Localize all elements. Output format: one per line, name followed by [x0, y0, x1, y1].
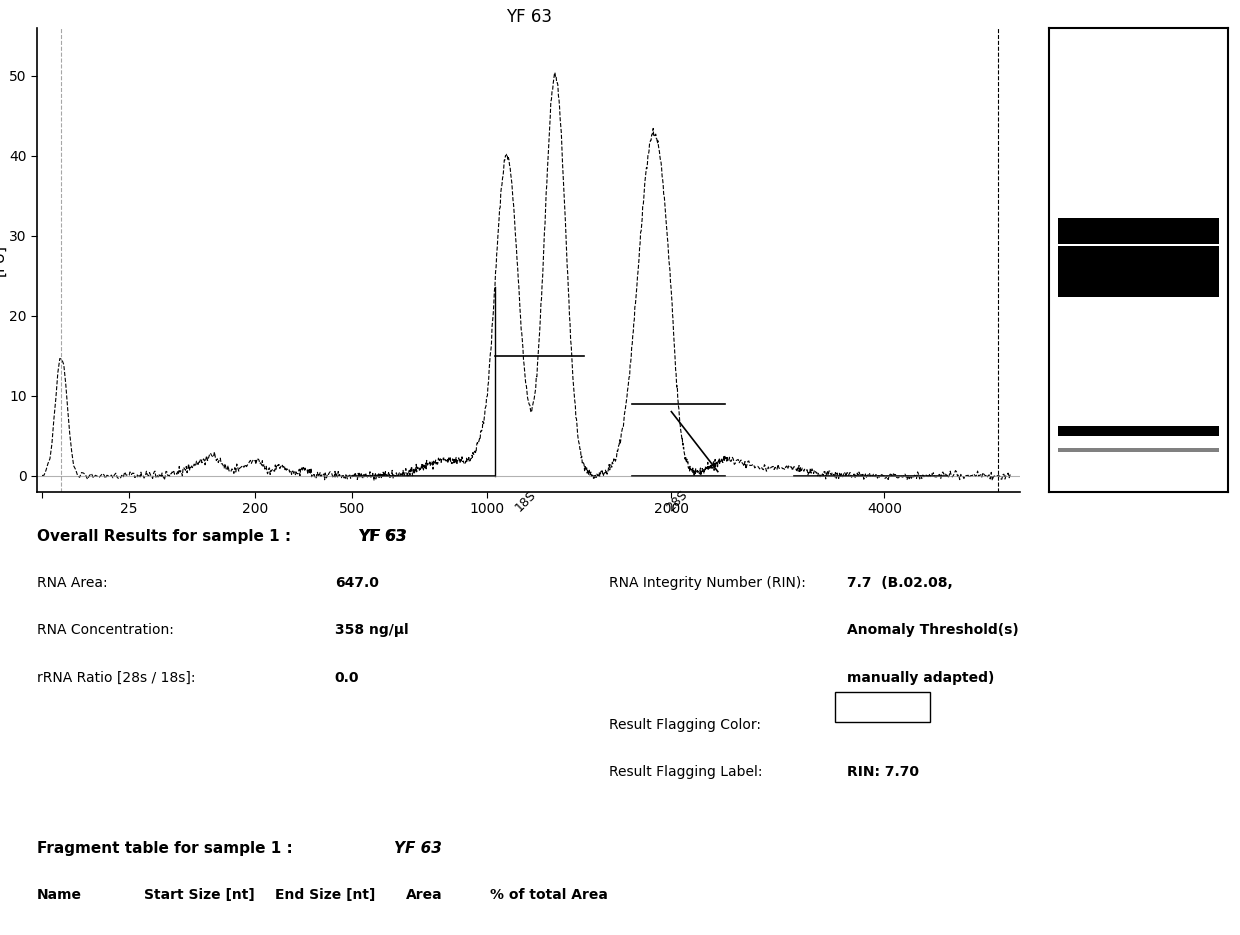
Bar — [1058, 425, 1219, 436]
Text: Result Flagging Color:: Result Flagging Color: — [609, 718, 760, 732]
Text: rRNA Ratio [28s / 18s]:: rRNA Ratio [28s / 18s]: — [37, 670, 196, 684]
Bar — [1058, 218, 1219, 244]
Text: 28S: 28S — [665, 487, 691, 513]
Text: 647.0: 647.0 — [335, 576, 378, 590]
Text: Start Size [nt]: Start Size [nt] — [144, 888, 255, 902]
Text: 358 ng/µl: 358 ng/µl — [335, 624, 408, 638]
Text: RNA Concentration:: RNA Concentration: — [37, 624, 174, 638]
Text: % of total Area: % of total Area — [490, 888, 608, 902]
Text: 0.0: 0.0 — [335, 670, 360, 684]
Text: End Size [nt]: End Size [nt] — [275, 888, 376, 902]
Text: Fragment table for sample 1 :: Fragment table for sample 1 : — [37, 841, 293, 856]
Title: YF 63: YF 63 — [506, 8, 552, 26]
Text: Anomaly Threshold(s): Anomaly Threshold(s) — [847, 624, 1018, 638]
Text: Overall Results for sample 1 :: Overall Results for sample 1 : — [37, 528, 291, 544]
Text: YF 63: YF 63 — [394, 841, 443, 856]
Text: 18S: 18S — [513, 487, 539, 513]
FancyBboxPatch shape — [835, 692, 930, 722]
Y-axis label: [FU]: [FU] — [0, 244, 6, 276]
Text: RNA Integrity Number (RIN):: RNA Integrity Number (RIN): — [609, 576, 806, 590]
Text: Result Flagging Label:: Result Flagging Label: — [609, 765, 763, 779]
Bar — [1058, 448, 1219, 453]
Text: Area: Area — [407, 888, 443, 902]
Text: YF 63: YF 63 — [358, 528, 407, 544]
Text: 7.7  (B.02.08,: 7.7 (B.02.08, — [847, 576, 952, 590]
Text: [nt]: [nt] — [1029, 519, 1055, 533]
Text: manually adapted): manually adapted) — [847, 670, 994, 684]
Text: RNA Area:: RNA Area: — [37, 576, 108, 590]
Text: YF 63: YF 63 — [358, 528, 407, 544]
Text: RIN: 7.70: RIN: 7.70 — [847, 765, 919, 779]
Text: Name: Name — [37, 888, 82, 902]
Bar — [1058, 246, 1219, 297]
